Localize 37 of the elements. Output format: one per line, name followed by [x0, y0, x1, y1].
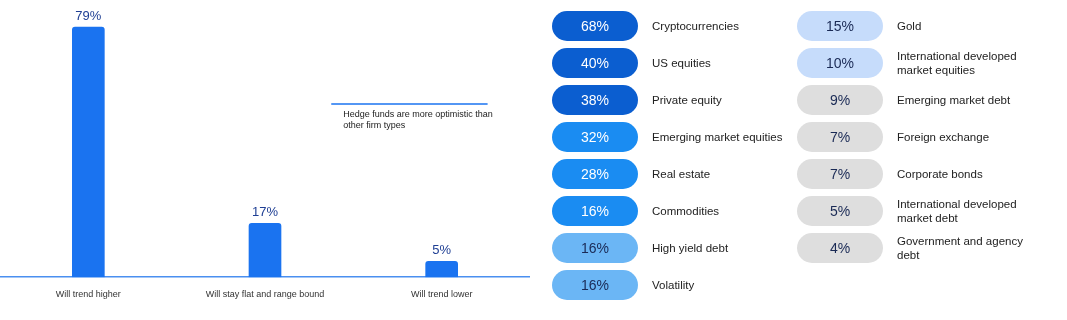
x-tick-label: Will stay flat and range bound: [205, 289, 325, 300]
category-label: High yield debt: [652, 240, 729, 255]
category-label: Foreign exchange: [897, 129, 990, 144]
category-label: Emerging market equities: [652, 129, 783, 144]
data-label: 79%: [75, 8, 102, 24]
category-label: Corporate bonds: [897, 166, 983, 181]
data-label: 32%: [552, 121, 638, 152]
data-label: 5%: [797, 195, 883, 226]
category-label: Government and agency debt: [897, 233, 1024, 262]
data-label: 16%: [552, 269, 638, 300]
category-label: Cryptocurrencies: [652, 18, 739, 33]
category-label: Commodities: [652, 203, 720, 218]
data-label: 7%: [797, 158, 883, 189]
category-label: Volatility: [652, 277, 695, 292]
category-label: Gold: [897, 18, 922, 33]
data-label: 68%: [552, 10, 638, 41]
data-label: 38%: [552, 84, 638, 115]
data-label: 5%: [432, 242, 452, 258]
data-label: 10%: [797, 47, 883, 78]
category-label: US equities: [652, 55, 711, 70]
data-label: 15%: [797, 10, 883, 41]
data-label: 17%: [251, 204, 279, 220]
data-label: 9%: [797, 84, 883, 115]
x-tick-label: Will trend lower: [410, 289, 473, 300]
category-label: International developed market debt: [897, 196, 1018, 225]
data-label: 7%: [797, 121, 883, 152]
data-label: 40%: [552, 47, 638, 78]
x-tick-label: Will trend higher: [55, 289, 121, 300]
category-label: International developed market equities: [897, 48, 1018, 77]
category-label: Emerging market debt: [897, 92, 1011, 107]
category-label: Private equity: [652, 92, 722, 107]
data-label: 16%: [552, 195, 638, 226]
annotation: Hedge funds are more optimistic than other firm types: [343, 109, 493, 130]
data-label: 16%: [552, 232, 638, 263]
category-label: Real estate: [652, 166, 711, 181]
data-label: 28%: [552, 158, 638, 189]
data-label: 4%: [797, 232, 883, 263]
